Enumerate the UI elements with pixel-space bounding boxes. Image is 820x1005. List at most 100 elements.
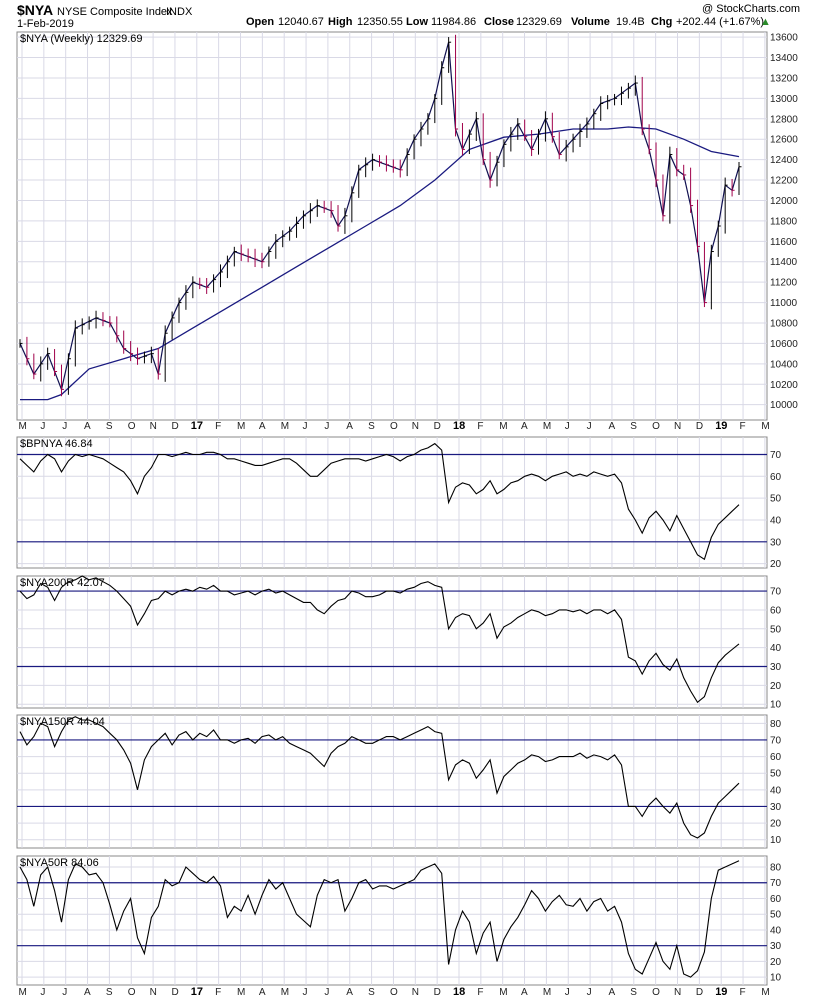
month-label: J <box>587 421 592 432</box>
month-label: F <box>215 421 221 432</box>
month-label: A <box>84 987 91 998</box>
y-tick-label: 10 <box>770 973 782 984</box>
y-tick-label: 40 <box>770 785 782 796</box>
open-label: Open <box>246 16 274 28</box>
month-label: N <box>150 421 157 432</box>
month-label: A <box>259 987 266 998</box>
y-tick-label: 60 <box>770 894 782 905</box>
month-label: F <box>740 421 746 432</box>
y-tick-label: 80 <box>770 719 782 730</box>
month-label: D <box>434 421 441 432</box>
y-tick-label: 13000 <box>770 94 798 105</box>
moving-average-line <box>20 126 740 401</box>
month-label: M <box>499 421 507 432</box>
y-tick-label: 70 <box>770 735 782 746</box>
month-label: M <box>237 987 245 998</box>
panel-legend: $NYA (Weekly) 12329.69 <box>20 33 143 45</box>
month-label: N <box>150 987 157 998</box>
y-tick-label: 60 <box>770 752 782 763</box>
low-label: Low <box>406 16 428 28</box>
month-label: M <box>761 421 769 432</box>
chart-date: 1-Feb-2019 <box>17 18 74 30</box>
month-label: O <box>652 421 660 432</box>
month-label: J <box>565 987 570 998</box>
y-tick-label: 40 <box>770 925 782 936</box>
y-tick-label: 11400 <box>770 257 798 268</box>
month-label: D <box>171 987 178 998</box>
y-tick-label: 50 <box>770 769 782 780</box>
year-label: 18 <box>453 986 465 998</box>
y-tick-label: 30 <box>770 537 782 548</box>
y-tick-label: 40 <box>770 643 782 654</box>
y-tick-label: 20 <box>770 957 782 968</box>
indicator-line <box>19 575 740 704</box>
y-tick-label: 11200 <box>770 278 798 289</box>
month-label: D <box>434 987 441 998</box>
y-tick-label: 60 <box>770 472 782 483</box>
month-label: J <box>303 421 308 432</box>
month-label: J <box>40 987 45 998</box>
label-layer: 10000 10200 10400 10600 10800 11000 11200 11400… <box>19 33 799 998</box>
y-tick-label: 12600 <box>770 135 798 146</box>
index-name: NYSE Composite Index <box>57 6 173 18</box>
y-tick-label: 10800 <box>770 319 798 330</box>
month-label: F <box>477 421 483 432</box>
volume-label: Volume <box>571 16 610 28</box>
y-tick-label: 50 <box>770 494 782 505</box>
month-label: F <box>215 987 221 998</box>
y-tick-label: 11800 <box>770 216 798 227</box>
y-tick-label: 30 <box>770 941 782 952</box>
month-label: M <box>281 987 289 998</box>
year-label: 19 <box>715 420 727 432</box>
y-tick-label: 13600 <box>770 33 798 44</box>
month-label: J <box>587 987 592 998</box>
month-label: J <box>62 421 67 432</box>
month-label: M <box>761 987 769 998</box>
y-tick-label: 30 <box>770 662 782 673</box>
month-label: D <box>171 421 178 432</box>
y-tick-label: 70 <box>770 450 782 461</box>
month-label: A <box>84 421 91 432</box>
y-tick-label: 10200 <box>770 380 798 391</box>
month-label: O <box>390 421 398 432</box>
month-label: A <box>608 987 615 998</box>
chg-label: Chg <box>651 16 672 28</box>
y-tick-label: 10000 <box>770 400 798 411</box>
y-tick-label: 70 <box>770 587 782 598</box>
panel-frame <box>16 714 768 849</box>
y-tick-label: 12400 <box>770 155 798 166</box>
y-tick-label: 50 <box>770 624 782 635</box>
month-label: S <box>106 421 113 432</box>
month-label: D <box>696 421 703 432</box>
y-tick-label: 50 <box>770 910 782 921</box>
month-label: O <box>390 987 398 998</box>
low-value: 11984.86 <box>431 16 476 28</box>
y-tick-label: 30 <box>770 802 782 813</box>
y-tick-label: 10 <box>770 700 782 711</box>
y-tick-label: 12200 <box>770 176 798 187</box>
month-label: O <box>652 987 660 998</box>
month-label: J <box>565 421 570 432</box>
panel-frame <box>16 31 768 421</box>
month-label: J <box>62 987 67 998</box>
exchange-label: INDX <box>166 6 193 18</box>
close-value: 12329.69 <box>516 16 562 28</box>
symbol-title: $NYA <box>17 2 53 18</box>
indicator-line <box>19 442 740 561</box>
month-label: A <box>521 987 528 998</box>
month-label: S <box>106 987 113 998</box>
month-label: N <box>412 421 419 432</box>
panel-frame <box>16 575 768 709</box>
month-label: F <box>477 987 483 998</box>
month-label: S <box>630 421 637 432</box>
y-tick-label: 12000 <box>770 196 798 207</box>
month-label: N <box>412 987 419 998</box>
indicator-line <box>19 716 740 839</box>
high-value: 12350.55 <box>357 16 403 28</box>
y-tick-label: 12800 <box>770 114 798 125</box>
month-label: M <box>543 421 551 432</box>
month-label: A <box>259 421 266 432</box>
year-label: 19 <box>715 986 727 998</box>
